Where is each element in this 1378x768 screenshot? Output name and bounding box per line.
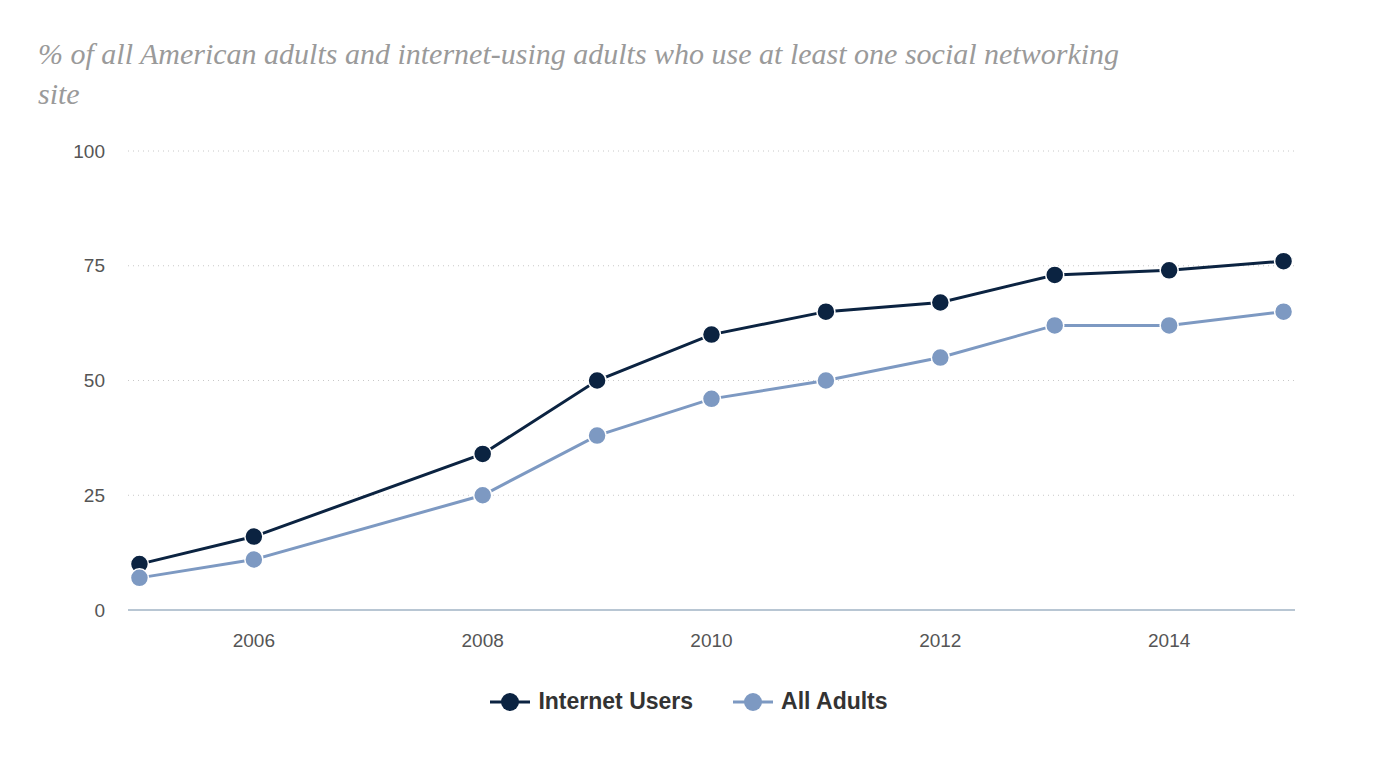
svg-text:25: 25 [84,485,105,506]
svg-text:75: 75 [84,255,105,276]
svg-text:2008: 2008 [462,630,504,651]
svg-text:2010: 2010 [690,630,732,651]
svg-text:100: 100 [73,141,105,162]
svg-text:0: 0 [94,600,105,621]
svg-text:2012: 2012 [919,630,961,651]
html-text:All Adults: All Adults [781,688,888,714]
svg-text:2014: 2014 [1148,630,1191,651]
svg-text:2006: 2006 [233,630,275,651]
svg-text:50: 50 [84,370,105,391]
html-text:Internet Users: Internet Users [538,688,694,714]
html-text:% of all American adults and i: % of all American adults and internet-us… [38,37,1119,110]
